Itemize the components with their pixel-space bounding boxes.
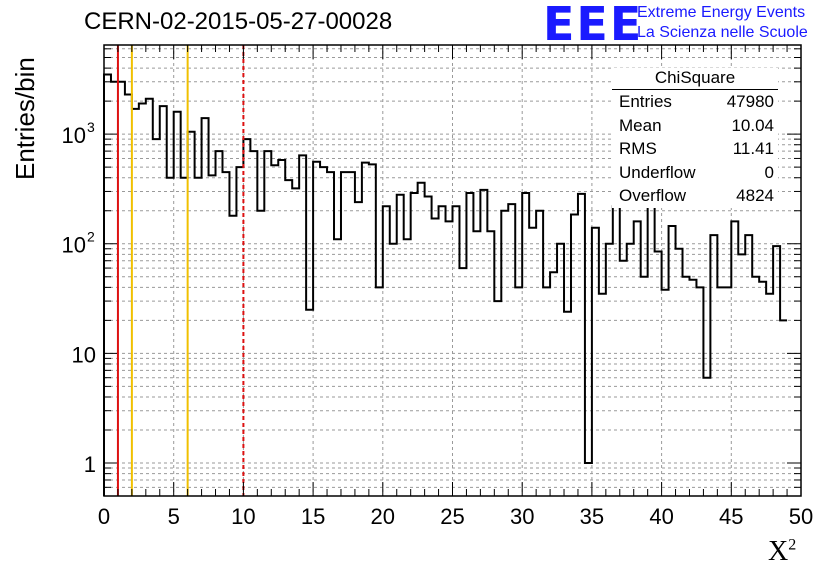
- stats-value: 4824: [736, 186, 774, 205]
- stats-value: 10.04: [731, 115, 774, 135]
- stats-row-entries: Entries 47980: [612, 90, 778, 114]
- brand-line-2: La Scienza nelle Scuole: [637, 24, 808, 41]
- x-tick-label: 50: [789, 504, 813, 529]
- stats-label: RMS: [619, 139, 657, 158]
- x-tick-label: 25: [440, 504, 464, 529]
- y-tick-exponent: 3: [87, 119, 95, 135]
- stats-box: ChiSquare Entries 47980 Mean 10.04 RMS 11.4…: [612, 68, 778, 208]
- stats-box-title: ChiSquare: [612, 68, 778, 90]
- stats-value: 47980: [726, 92, 774, 111]
- x-axis-label-superscript: 2: [788, 536, 797, 554]
- histogram-series: [103, 73, 788, 496]
- stats-value: 11.41: [732, 139, 774, 158]
- x-axis-label-main: X: [768, 536, 789, 567]
- x-tick-label: 5: [168, 504, 180, 529]
- stats-row-mean: Mean 10.04: [612, 114, 778, 138]
- plot-title: CERN-02-2015-05-27-00028: [84, 8, 393, 35]
- x-tick-label: 0: [98, 504, 110, 529]
- y-tick-label: 10: [62, 233, 86, 258]
- stats-label: Mean: [619, 115, 662, 135]
- eee-logo: EEE: [543, 0, 644, 51]
- stats-value: 0: [764, 162, 774, 182]
- brand-line-1: Extreme Energy Events: [637, 4, 806, 21]
- x-axis-label: X2: [768, 536, 796, 568]
- x-tick-label: 35: [580, 504, 604, 529]
- stats-label: Entries: [619, 92, 672, 111]
- stats-row-overflow: Overflow 4824: [612, 184, 778, 208]
- x-tick-label: 40: [649, 504, 673, 529]
- stats-row-rms: RMS 11.41: [612, 137, 778, 161]
- x-tick-label: 10: [231, 504, 255, 529]
- stats-label: Underflow: [619, 162, 696, 182]
- y-tick-label: 10: [62, 123, 86, 148]
- x-tick-label: 20: [371, 504, 395, 529]
- y-tick-exponent: 2: [87, 229, 95, 245]
- y-tick-label: 1: [84, 452, 96, 477]
- stats-label: Overflow: [619, 186, 687, 205]
- x-tick-label: 15: [301, 504, 325, 529]
- x-tick-label: 30: [510, 504, 534, 529]
- y-tick-label: 10: [72, 342, 96, 367]
- x-tick-label: 45: [719, 504, 743, 529]
- stats-row-underflow: Underflow 0: [612, 161, 778, 185]
